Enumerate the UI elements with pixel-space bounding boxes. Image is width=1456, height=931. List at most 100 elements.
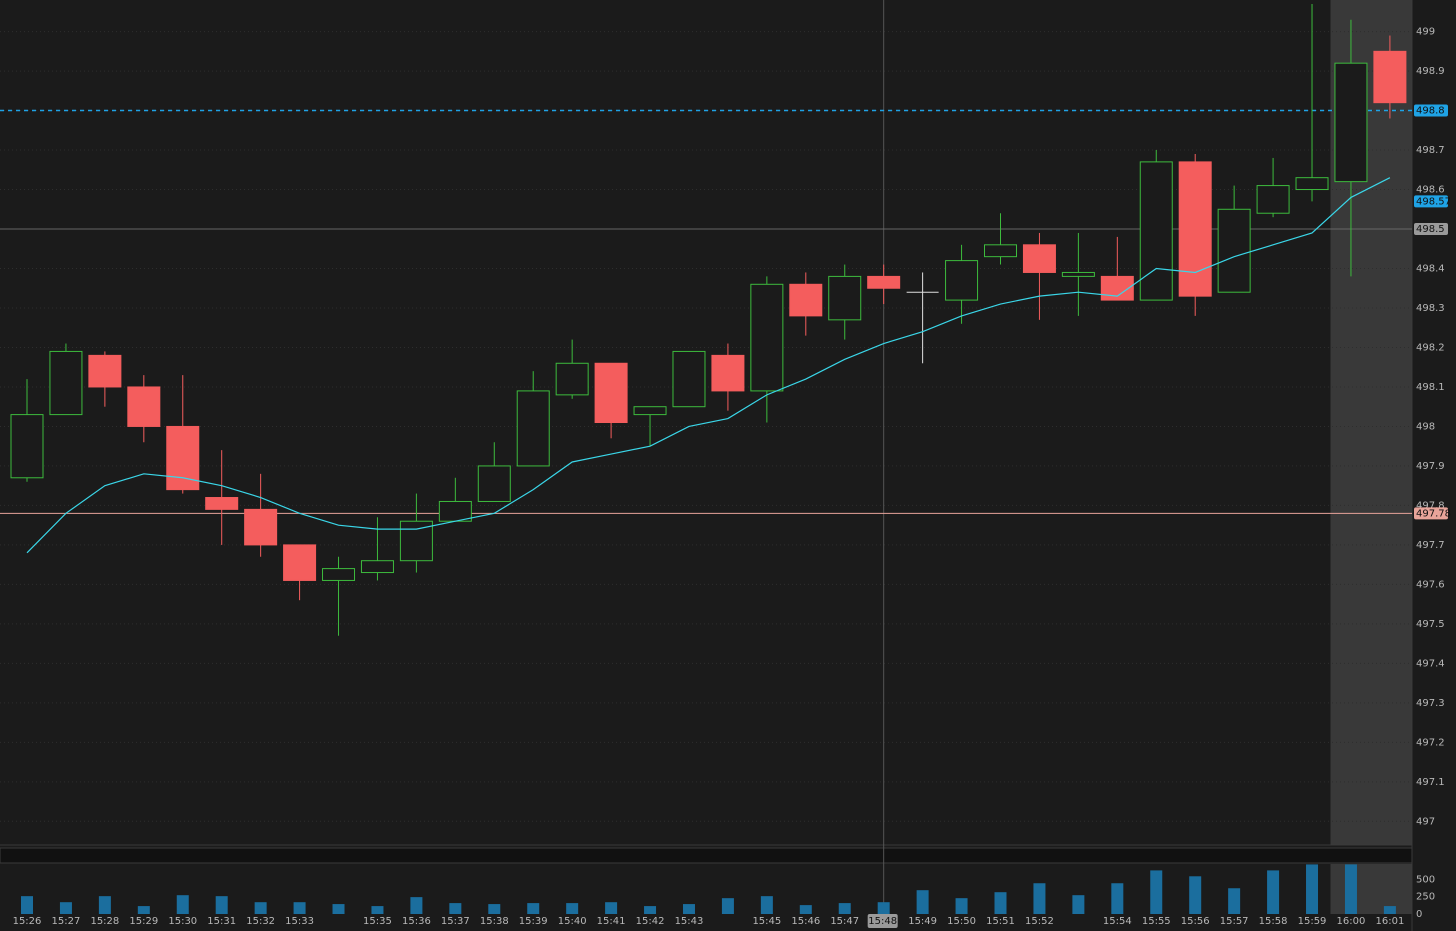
candle-body (399, 520, 433, 562)
y-tick-label: 497.2 (1416, 737, 1445, 748)
x-tick-label: 15:30 (168, 916, 197, 927)
candle-body (1178, 161, 1212, 297)
x-tick-label: 15:39 (519, 916, 548, 927)
volume-bar (1111, 883, 1124, 914)
volume-tick-label: 500 (1416, 874, 1435, 885)
price-marker-box (1414, 195, 1448, 208)
volume-bar (1306, 864, 1319, 914)
candle-body (1100, 275, 1134, 301)
price-marker-box (1414, 507, 1448, 520)
y-tick-label: 498.1 (1416, 382, 1445, 393)
candle-body (828, 275, 862, 321)
volume-bar (21, 896, 33, 914)
volume-bar (293, 902, 306, 914)
y-tick-label: 497.5 (1416, 619, 1445, 630)
volume-bar (760, 896, 773, 914)
volume-bar (137, 906, 150, 914)
volume-bar (1383, 906, 1396, 914)
candle-body (594, 362, 628, 423)
x-tick-label: 15:46 (791, 916, 820, 927)
candle-body (1217, 208, 1251, 293)
volume-bar (59, 902, 72, 914)
volume-bar (1072, 895, 1085, 914)
y-tick-label: 497.3 (1416, 698, 1445, 709)
x-tick-label: 15:59 (1298, 916, 1327, 927)
candle-body (438, 500, 472, 522)
volume-bar (527, 903, 540, 914)
volume-bar (799, 905, 812, 914)
y-tick-label: 497.6 (1416, 579, 1445, 590)
candle-body (127, 386, 161, 427)
candle-body (166, 425, 200, 491)
x-tick-label: 15:27 (52, 916, 81, 927)
price-marker-box (1414, 223, 1448, 236)
candle-body (205, 497, 239, 510)
candle-body (10, 414, 44, 479)
x-tick-label: 15:48 (868, 916, 897, 927)
volume-bar (176, 895, 189, 914)
volume-bar (916, 890, 929, 914)
x-tick-label: 15:56 (1181, 916, 1210, 927)
candle-body (672, 350, 706, 408)
session-shade (1330, 864, 1412, 914)
candle-body (283, 544, 317, 581)
candle-body (244, 508, 278, 546)
y-tick-label: 498.6 (1416, 185, 1445, 196)
y-tick-label: 497.7 (1416, 540, 1445, 551)
price-marker-label: 498.8 (1416, 106, 1445, 117)
candle-body (1022, 244, 1056, 273)
volume-bar (605, 902, 618, 914)
candle-body (984, 244, 1017, 258)
x-tick-label: 15:38 (480, 916, 509, 927)
volume-bar (449, 903, 462, 914)
price-marker-label: 498.5 (1416, 224, 1445, 235)
candle-body (945, 260, 979, 301)
candle-body (1334, 62, 1368, 183)
y-tick-label: 497.9 (1416, 461, 1445, 472)
x-tick-label: 15:29 (129, 916, 158, 927)
x-tick-label: 15:51 (986, 916, 1015, 927)
x-tick-label: 16:00 (1337, 916, 1366, 927)
candle-body (477, 465, 511, 502)
volume-bar (721, 898, 734, 914)
volume-bar (566, 903, 579, 914)
volume-bar (371, 906, 384, 914)
volume-tick-label: 250 (1416, 892, 1435, 903)
y-tick-label: 498.2 (1416, 342, 1445, 353)
candle-body (633, 406, 667, 416)
volume-bar (682, 904, 695, 914)
volume-bar (254, 902, 267, 914)
y-tick-label: 497.8 (1416, 500, 1445, 511)
candle-body (360, 560, 394, 574)
x-tick-label: 15:41 (597, 916, 626, 927)
candle-body (867, 275, 901, 289)
x-tick-label: 15:36 (402, 916, 431, 927)
volume-bar (98, 896, 111, 914)
volume-bar (838, 903, 851, 914)
candle-body (555, 362, 589, 396)
y-tick-label: 499 (1416, 27, 1435, 38)
volume-bar (410, 897, 423, 914)
x-tick-label: 15:26 (13, 916, 42, 927)
moving-average (26, 177, 1391, 554)
volume-bar (994, 892, 1007, 914)
volume-bar (955, 898, 968, 914)
volume-tick-label: 0 (1416, 909, 1422, 920)
x-tick-label: 15:40 (558, 916, 587, 927)
volume-bar (332, 904, 345, 914)
candle-body (1139, 161, 1173, 301)
price-marker-label: 497.78 (1416, 508, 1451, 519)
x-tick-label: 15:58 (1259, 916, 1288, 927)
x-tick-label: 15:32 (246, 916, 275, 927)
x-tick-label: 15:31 (207, 916, 236, 927)
x-tick-label: 15:45 (752, 916, 781, 927)
volume-bar (215, 896, 228, 914)
x-tick-label: 15:54 (1103, 916, 1132, 927)
x-tick-label: 16:01 (1375, 916, 1404, 927)
y-tick-label: 498.3 (1416, 303, 1445, 314)
y-tick-label: 498.4 (1416, 264, 1445, 275)
price-marker-label: 498.57 (1416, 196, 1451, 207)
volume-bar (877, 902, 890, 914)
y-tick-label: 498.9 (1416, 66, 1445, 77)
